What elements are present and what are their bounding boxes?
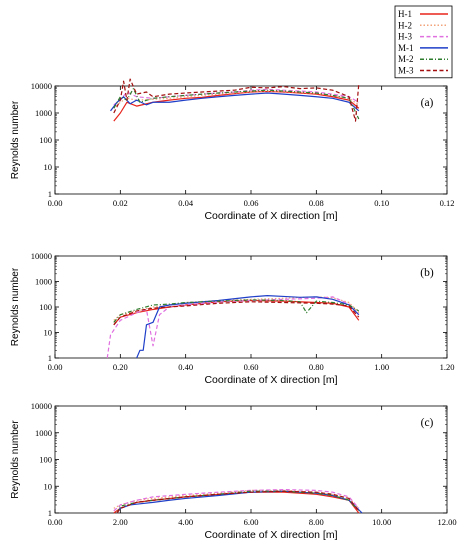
panel-label: (b) bbox=[420, 267, 434, 279]
y-tick-label: 100 bbox=[39, 455, 52, 465]
panel-label: (c) bbox=[421, 417, 434, 429]
x-tick-label: 12.00 bbox=[437, 517, 456, 527]
plot-frame bbox=[54, 405, 448, 514]
y-tick-label: 100 bbox=[39, 302, 52, 312]
x-tick-label: 0.12 bbox=[440, 198, 455, 208]
series-line-m-1 bbox=[136, 295, 360, 359]
series-line-m-3 bbox=[113, 301, 360, 326]
x-tick-label: 0.60 bbox=[244, 362, 259, 372]
series-line-h-3 bbox=[106, 296, 360, 359]
legend-box bbox=[394, 5, 453, 79]
y-tick-label: 10 bbox=[44, 481, 53, 491]
x-tick-label: 1.20 bbox=[440, 362, 455, 372]
legend-label: M-2 bbox=[398, 54, 414, 64]
series-line-h-1 bbox=[113, 299, 360, 326]
legend-label: H-1 bbox=[398, 9, 412, 19]
y-tick-label: 1 bbox=[48, 353, 52, 363]
x-axis-title: Coordinate of X direction [m] bbox=[204, 529, 337, 541]
plot-frame bbox=[54, 85, 448, 195]
series-line-h-3 bbox=[113, 488, 360, 512]
chart-panel-c: 0.00 2.00 4.00 6.00 8.00 10.00 12.00 1 10 100 1000… bbox=[10, 401, 457, 541]
x-tick-label: 0.08 bbox=[309, 198, 324, 208]
y-tick-label: 1 bbox=[48, 508, 52, 518]
x-tick-label: 0.02 bbox=[113, 198, 128, 208]
y-axis-title: Reynolds number bbox=[10, 267, 21, 346]
series-line-m-3 bbox=[113, 78, 360, 122]
y-tick-label: 1000 bbox=[35, 277, 52, 287]
legend-label: M-3 bbox=[398, 66, 414, 76]
y-tick-label: 10 bbox=[44, 328, 53, 338]
legend-label: M-1 bbox=[398, 43, 414, 53]
chart-panels: 0.00 0.02 0.04 0.06 0.08 0.10 0.12110100100010… bbox=[10, 78, 457, 541]
panel-label: (a) bbox=[421, 97, 434, 109]
x-tick-label: 0.00 bbox=[48, 362, 63, 372]
x-tick-label: 0.04 bbox=[178, 198, 194, 208]
x-tick-label: 0.80 bbox=[309, 362, 324, 372]
legend-label: H-3 bbox=[398, 32, 412, 42]
y-tick-label: 10000 bbox=[31, 251, 52, 261]
x-axis-title: Coordinate of X direction [m] bbox=[204, 210, 337, 222]
series-line-m-3 bbox=[116, 490, 360, 514]
x-axis-title: Coordinate of X direction [m] bbox=[204, 374, 337, 386]
legend-label: H-2 bbox=[398, 20, 412, 30]
x-tick-label: 0.06 bbox=[244, 198, 259, 208]
x-tick-label: 6.00 bbox=[244, 517, 259, 527]
y-tick-label: 10000 bbox=[31, 81, 52, 91]
x-tick-label: 0.10 bbox=[374, 198, 389, 208]
series-line-m-1 bbox=[110, 92, 360, 112]
series-line-m-2 bbox=[113, 88, 360, 120]
chart-panel-a: 0.00 0.02 0.04 0.06 0.08 0.10 0.12 1 10 100 1000 10… bbox=[10, 78, 455, 222]
x-tick-label: 8.00 bbox=[309, 517, 324, 527]
x-tick-label: 4.00 bbox=[178, 517, 193, 527]
series-line-h-1 bbox=[113, 90, 360, 122]
x-tick-label: 0.20 bbox=[113, 362, 128, 372]
chart-panel-b: 0.00 0.20 0.40 0.60 0.80 1.00 1.20 1 10 100 1000 10… bbox=[10, 251, 454, 386]
y-tick-label: 100 bbox=[39, 135, 52, 145]
plot-frame bbox=[54, 255, 448, 359]
legend: H-1H-2 H-3M-1M-2 M-3 bbox=[394, 5, 453, 79]
y-tick-label: 10 bbox=[44, 162, 53, 172]
x-tick-label: 0.00 bbox=[48, 198, 63, 208]
x-tick-label: 1.00 bbox=[374, 362, 389, 372]
x-tick-label: 0.00 bbox=[48, 517, 63, 527]
x-tick-label: 10.00 bbox=[372, 517, 391, 527]
x-tick-label: 0.40 bbox=[178, 362, 193, 372]
x-tick-label: 2.00 bbox=[113, 517, 128, 527]
y-tick-label: 1 bbox=[48, 189, 52, 199]
y-axis-title: Reynolds number bbox=[10, 420, 21, 499]
y-tick-label: 10000 bbox=[31, 401, 52, 411]
y-axis-title: Reynolds number bbox=[10, 100, 21, 179]
y-tick-label: 1000 bbox=[35, 428, 52, 438]
y-tick-label: 1000 bbox=[35, 108, 52, 118]
series-line-h-2 bbox=[113, 90, 360, 109]
